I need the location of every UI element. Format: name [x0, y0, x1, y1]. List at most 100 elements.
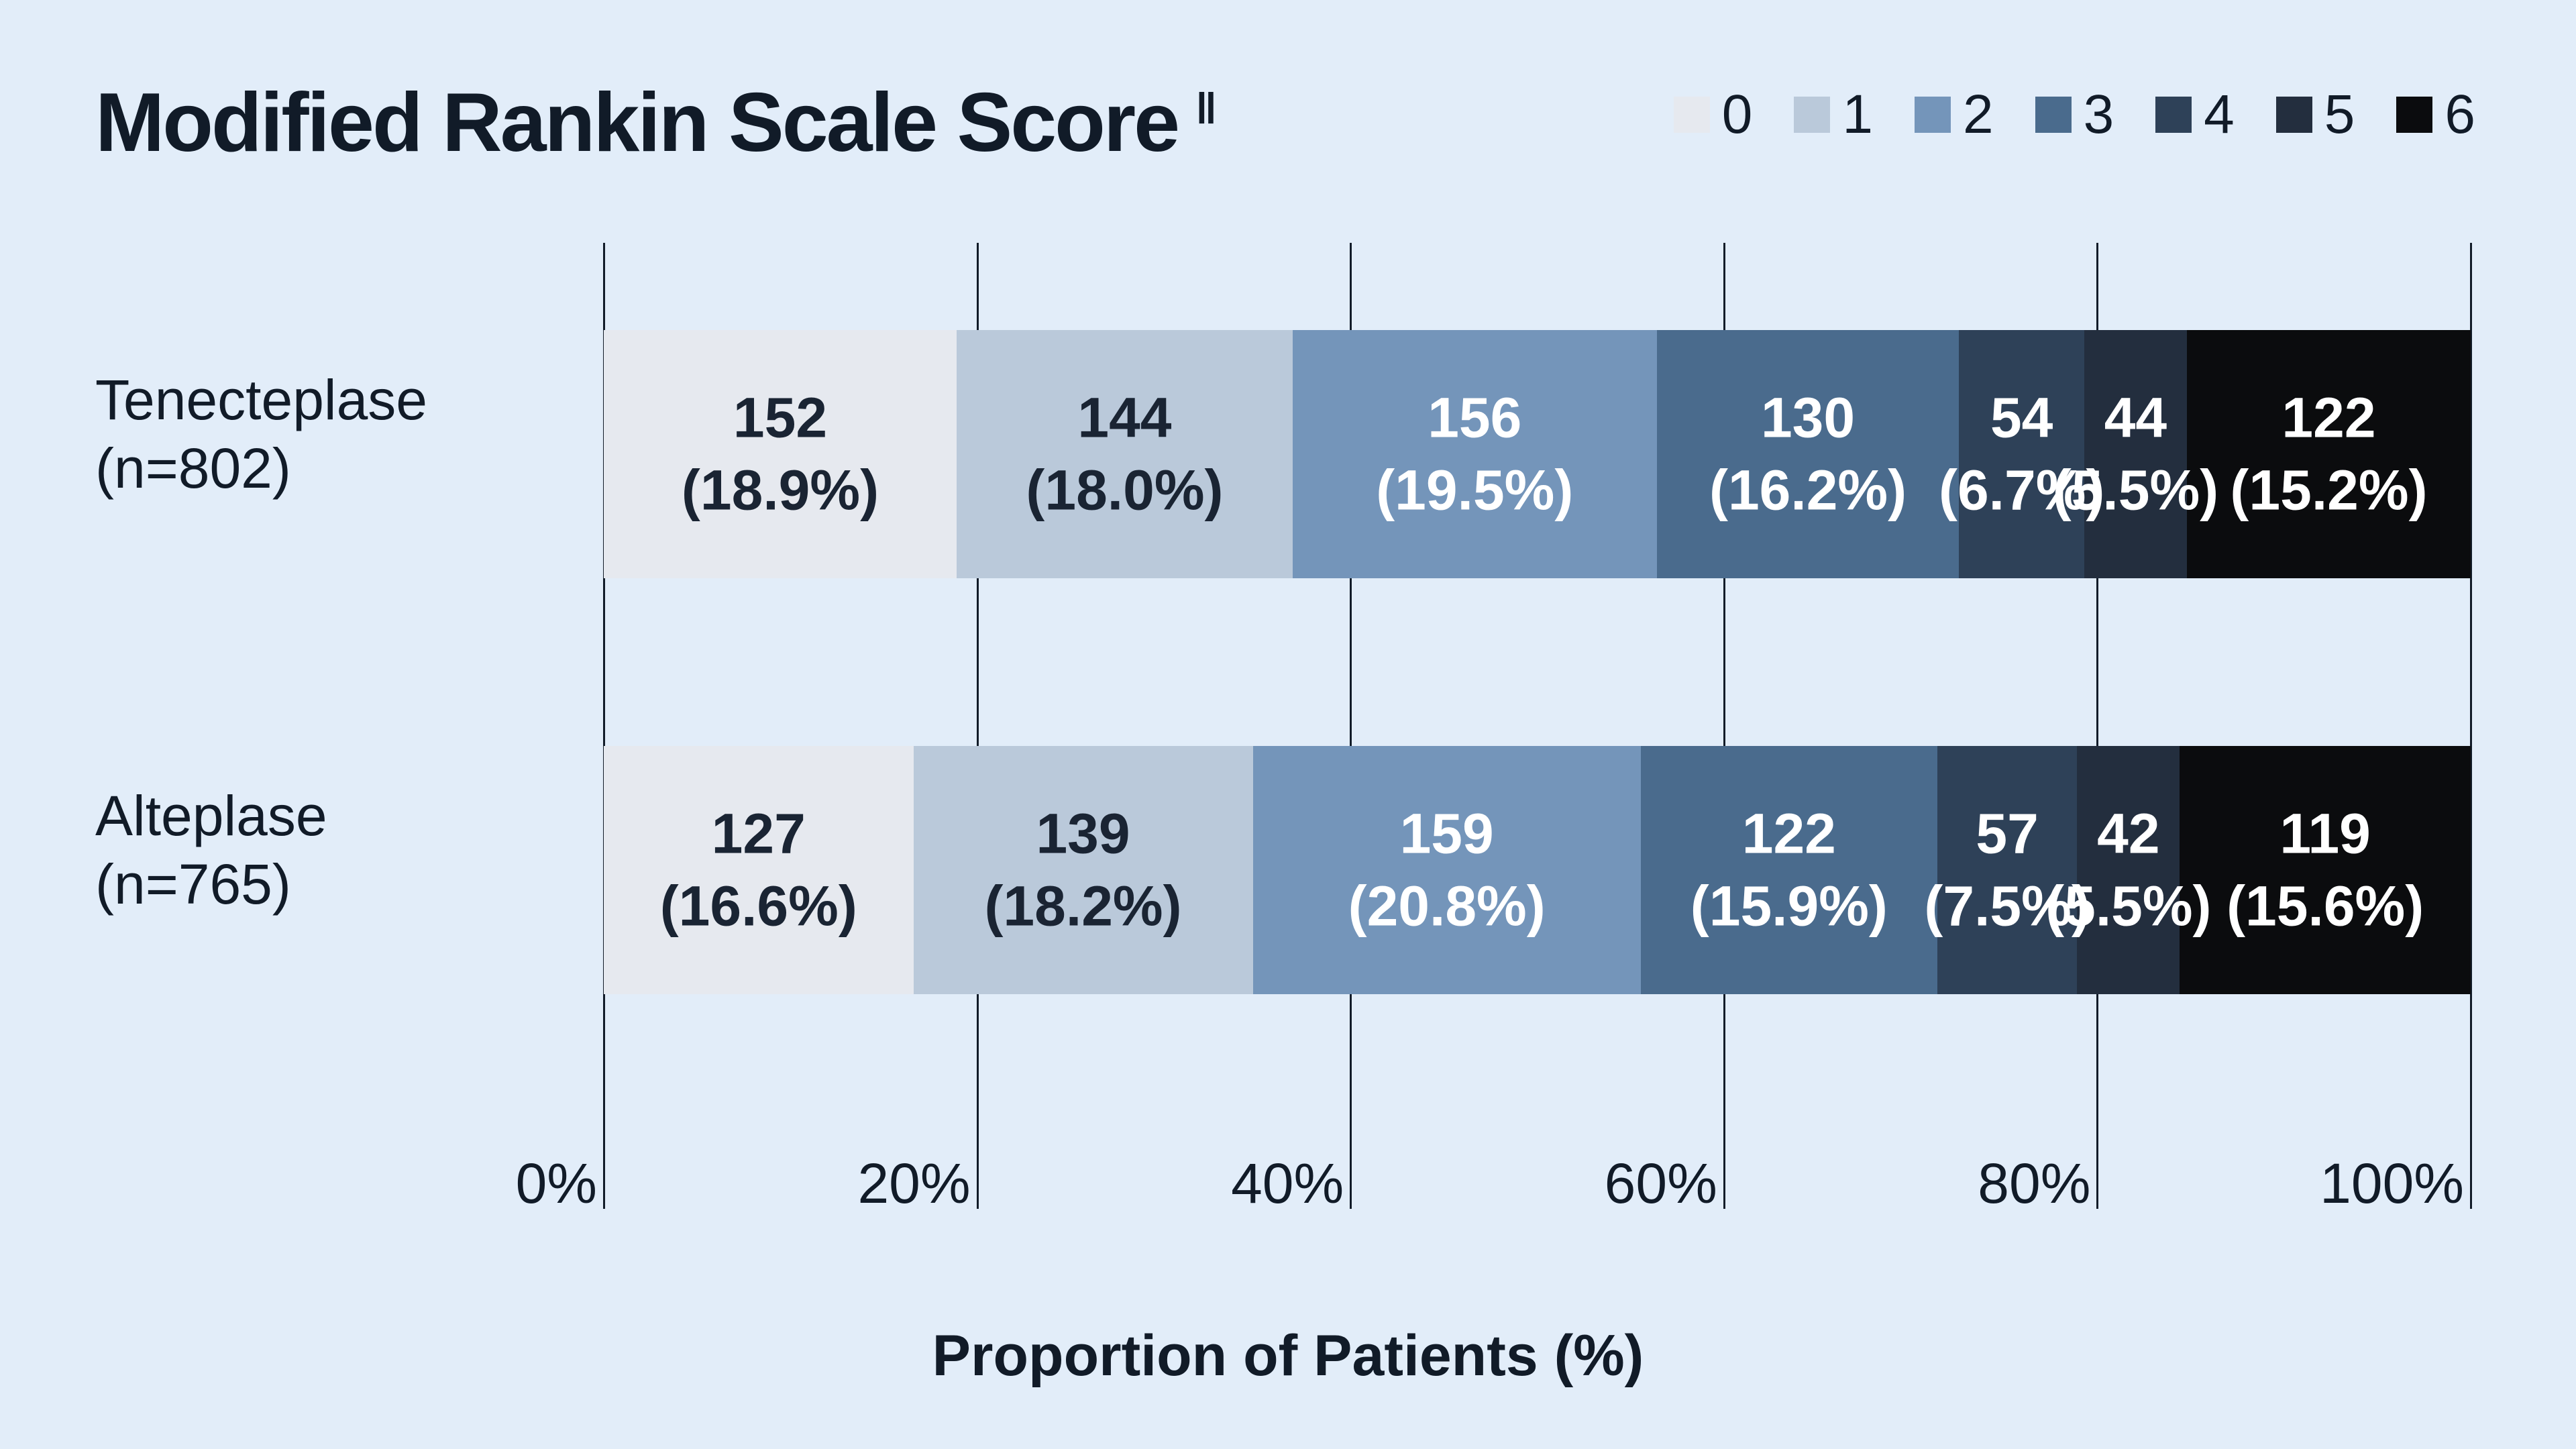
bar-segment-alteplase-score-1	[913, 746, 1253, 994]
legend-swatch-0	[1673, 97, 1710, 133]
gridline-0	[603, 243, 605, 1209]
legend-swatch-3	[2035, 97, 2072, 133]
segment-count: 159	[1399, 802, 1494, 865]
segment-percent: (15.9%)	[1690, 874, 1888, 937]
x-tick-label-60: 60%	[1604, 1152, 1717, 1215]
legend-label-2: 2	[1962, 84, 1994, 145]
segment-value-label-alteplase-score-2: 159 (20.8%)	[1348, 798, 1546, 942]
legend-swatch-4	[2155, 97, 2192, 133]
legend-label-5: 5	[2324, 84, 2355, 145]
legend-label-6: 6	[2445, 84, 2475, 145]
segment-count: 57	[1976, 802, 2039, 865]
legend-label-4: 4	[2204, 84, 2235, 145]
segment-count: 119	[2279, 802, 2371, 865]
segment-value-label-alteplase-score-5: 42 (5.5%)	[2045, 798, 2211, 942]
segment-percent: (18.9%)	[681, 458, 879, 521]
legend-swatch-5	[2275, 97, 2312, 133]
legend-label-3: 3	[2083, 84, 2114, 145]
bar-segment-alteplase-score-5	[2077, 746, 2180, 994]
bar-segment-alteplase-score-3	[1640, 746, 1937, 994]
x-tick-label-100: 100%	[2320, 1152, 2464, 1215]
row-label-n: (n=765)	[95, 853, 291, 916]
row-label-alteplase: Alteplase (n=765)	[95, 782, 327, 919]
x-tick-label-20: 20%	[857, 1152, 971, 1215]
segment-value-label-tenecteplase-score-2: 156 (19.5%)	[1376, 382, 1573, 526]
segment-count: 139	[1036, 802, 1130, 865]
segment-percent: (15.6%)	[2226, 874, 2424, 937]
legend-item-4: 4	[2155, 87, 2235, 142]
segment-percent: (15.2%)	[2230, 458, 2428, 521]
segment-percent: (19.5%)	[1376, 458, 1574, 521]
row-label-name: Alteplase	[95, 784, 327, 847]
footnote-marker: ‖	[1195, 85, 1218, 133]
chart-title-text: Modified Rankin Scale Score	[95, 76, 1180, 169]
segment-value-label-tenecteplase-score-1: 144 (18.0%)	[1026, 382, 1223, 526]
segment-count: 156	[1428, 386, 1522, 449]
segment-count: 144	[1077, 386, 1172, 449]
legend-label-0: 0	[1721, 84, 1753, 145]
segment-count: 42	[2097, 802, 2160, 865]
segment-percent: (5.5%)	[2045, 874, 2212, 937]
bar-segment-tenecteplase-score-6	[2186, 330, 2471, 578]
segment-percent: (16.2%)	[1709, 458, 1907, 521]
segment-value-label-tenecteplase-score-5: 44 (5.5%)	[2053, 382, 2218, 526]
gridline-100	[2470, 243, 2472, 1209]
segment-value-label-alteplase-score-4: 57 (7.5%)	[1924, 798, 2090, 942]
bar-segment-tenecteplase-score-5	[2084, 330, 2187, 578]
legend-item-2: 2	[1914, 84, 1994, 145]
segment-value-label-tenecteplase-score-4: 54 (6.7%)	[1939, 382, 2104, 526]
bar-segment-tenecteplase-score-3	[1656, 330, 1960, 578]
segment-value-label-alteplase-score-6: 119 (15.6%)	[2226, 798, 2424, 942]
segment-value-label-tenecteplase-score-3: 130 (16.2%)	[1709, 382, 1907, 526]
segment-count: 130	[1760, 386, 1856, 449]
bar-segment-alteplase-score-4	[1937, 746, 2078, 994]
legend-item-0: 0	[1673, 84, 1753, 145]
segment-percent: (16.6%)	[659, 874, 857, 937]
row-label-n: (n=802)	[95, 437, 291, 500]
segment-count: 54	[1990, 386, 2053, 449]
bar-segment-alteplase-score-0	[604, 746, 914, 994]
legend-swatch-6	[2396, 97, 2433, 133]
segment-count: 122	[1741, 802, 1836, 865]
segment-count: 44	[2104, 386, 2167, 449]
legend-item-1: 1	[1794, 87, 1873, 142]
segment-count: 122	[2282, 386, 2376, 449]
legend-item-5: 5	[2275, 84, 2355, 145]
legend-item-3: 3	[2035, 87, 2114, 142]
bar-segment-tenecteplase-score-1	[956, 330, 1293, 578]
bar-alteplase	[604, 746, 2471, 994]
bar-tenecteplase	[604, 330, 2471, 578]
chart-title: Modified Rankin Scale Score ‖	[95, 75, 1217, 170]
legend-swatch-1	[1794, 97, 1831, 133]
segment-percent: (18.2%)	[984, 874, 1182, 937]
row-label-tenecteplase: Tenecteplase (n=802)	[95, 366, 427, 503]
legend-label-1: 1	[1842, 84, 1873, 145]
bar-segment-alteplase-score-6	[2180, 746, 2471, 994]
x-tick-label-0: 0%	[515, 1152, 597, 1215]
legend-item-6: 6	[2396, 87, 2475, 142]
segment-percent: (20.8%)	[1348, 874, 1546, 937]
x-tick-label-40: 40%	[1231, 1152, 1344, 1215]
bar-segment-tenecteplase-score-2	[1292, 330, 1657, 578]
segment-value-label-tenecteplase-score-6: 122 (15.2%)	[2230, 382, 2427, 526]
x-axis-label: Proportion of Patients (%)	[932, 1324, 1644, 1388]
segment-percent: (5.5%)	[2052, 458, 2219, 521]
segment-count: 127	[711, 802, 806, 865]
plot-area: 0% 20% 40% 60% 80% 100% 152 (18.9%) 144 (18.0%) 15…	[516, 243, 2472, 1215]
gridline-40	[1350, 243, 1352, 1209]
segment-value-label-alteplase-score-1: 139 (18.2%)	[984, 798, 1181, 942]
gridline-60	[1723, 243, 1725, 1209]
segment-value-label-alteplase-score-3: 122 (15.9%)	[1690, 798, 1888, 942]
segment-count: 152	[733, 386, 828, 449]
row-label-name: Tenecteplase	[95, 368, 428, 431]
segment-percent: (7.5%)	[1924, 874, 2090, 937]
segment-value-label-alteplase-score-0: 127 (16.6%)	[660, 798, 857, 942]
x-tick-label-80: 80%	[1978, 1152, 2091, 1215]
segment-percent: (18.0%)	[1026, 458, 1224, 521]
gridline-20	[976, 243, 979, 1209]
bar-segment-tenecteplase-score-4	[1959, 330, 2084, 578]
bar-segment-tenecteplase-score-0	[604, 330, 957, 578]
legend: 0 1 2 3 4 5 6	[1673, 84, 2475, 145]
gridline-80	[2096, 243, 2099, 1209]
